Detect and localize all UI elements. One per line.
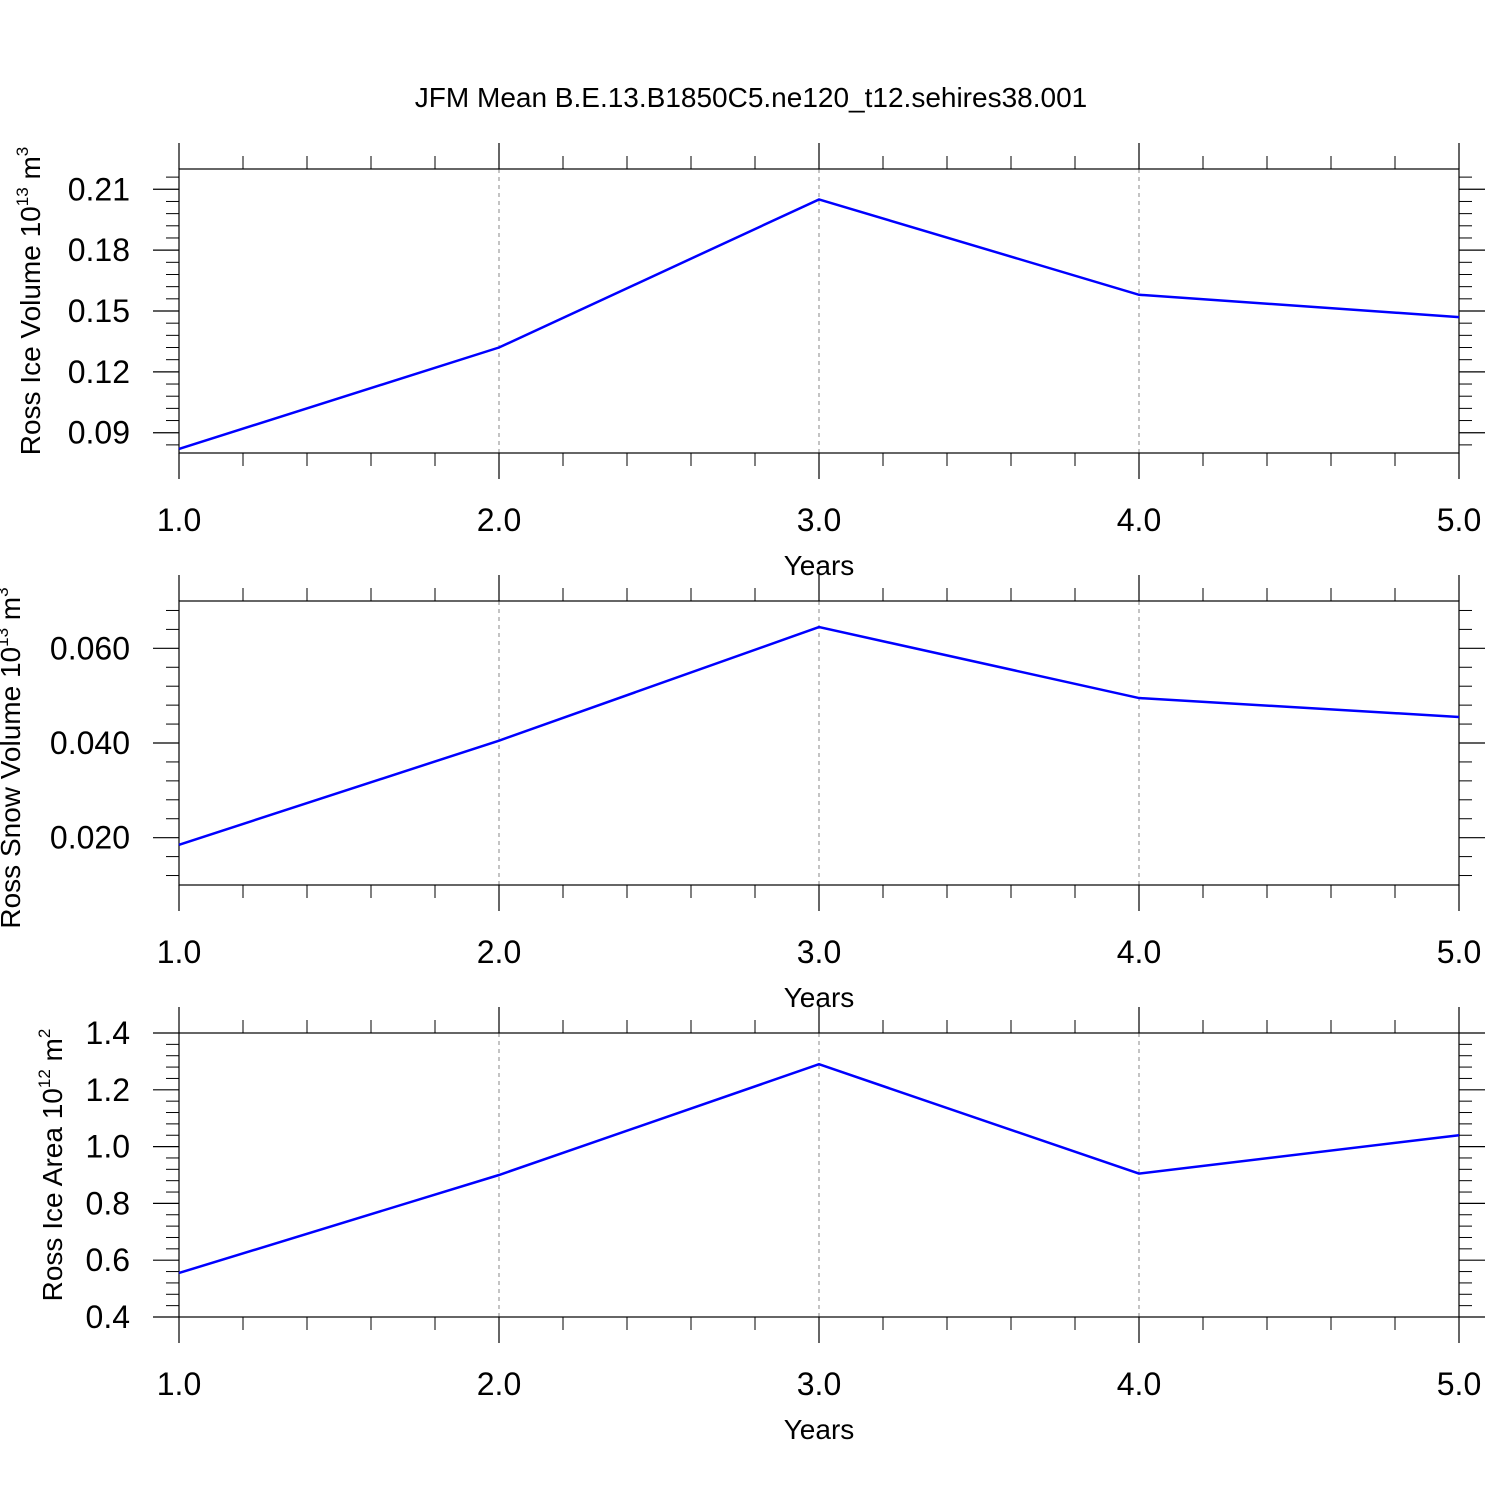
panel-1: JFM Mean B.E.13.B1850C5.ne120_t12.sehire… (13, 82, 1485, 581)
x-tick-label: 4.0 (1117, 502, 1161, 538)
y-tick-label: 0.8 (86, 1185, 130, 1221)
y-tick-label: 0.21 (68, 171, 130, 207)
y-tick-label: 0.09 (68, 415, 130, 451)
panel-2: 1.0 2.0 3.0 4.0 5.00.0200.0400.060YearsRoss … (0, 575, 1485, 1013)
y-axis-label-exponent: 13 (13, 187, 32, 206)
y-tick-label: 0.020 (50, 820, 130, 856)
y-tick-label: 1.4 (86, 1015, 130, 1051)
y-tick-label: 0.15 (68, 293, 130, 329)
x-tick-label: 4.0 (1117, 1366, 1161, 1402)
y-tick-label: 0.12 (68, 354, 130, 390)
y-axis-label-exponent: 12 (35, 1069, 54, 1088)
y-tick-label: 1.2 (86, 1072, 130, 1108)
x-tick-label: 1.0 (157, 502, 201, 538)
y-axis-label-unit: m (0, 597, 26, 628)
y-axis-label-unit: m (37, 1038, 68, 1069)
x-axis-label: Years (784, 1414, 855, 1445)
x-tick-label: 5.0 (1437, 1366, 1481, 1402)
x-tick-label: 4.0 (1117, 934, 1161, 970)
chart-title: JFM Mean B.E.13.B1850C5.ne120_t12.sehire… (415, 82, 1087, 113)
x-tick-label: 3.0 (797, 502, 841, 538)
x-tick-label: 5.0 (1437, 934, 1481, 970)
y-tick-label: 1.0 (86, 1129, 130, 1165)
y-axis-label-main: Ross Ice Area 10 (37, 1088, 68, 1301)
x-tick-label: 3.0 (797, 1366, 841, 1402)
y-axis-label: Ross Snow Volume 1013 m3 (0, 587, 26, 928)
y-axis-label-unit-exponent: 3 (0, 587, 12, 596)
x-tick-label: 5.0 (1437, 502, 1481, 538)
y-axis-label-main: Ross Snow Volume 10 (0, 647, 26, 929)
x-tick-label: 1.0 (157, 934, 201, 970)
x-tick-label: 2.0 (477, 1366, 521, 1402)
y-axis-label-unit-exponent: 2 (35, 1029, 54, 1038)
x-tick-label: 3.0 (797, 934, 841, 970)
y-axis-label: Ross Ice Area 1012 m2 (35, 1029, 68, 1302)
y-axis-label-unit-exponent: 3 (13, 147, 32, 156)
y-tick-label: 0.4 (86, 1299, 130, 1335)
y-axis-label-exponent: 13 (0, 628, 12, 647)
y-axis-label-main: Ross Ice Volume 10 (15, 206, 46, 455)
x-tick-label: 2.0 (477, 934, 521, 970)
x-tick-label: 1.0 (157, 1366, 201, 1402)
x-tick-label: 2.0 (477, 502, 521, 538)
y-axis-label: Ross Ice Volume 1013 m3 (13, 147, 46, 456)
y-tick-label: 0.040 (50, 725, 130, 761)
panel-3: 1.0 2.0 3.0 4.0 5.0 0.4 0.6 0.8 1.0 1.2 1.4 Years Ro… (35, 1007, 1485, 1445)
y-tick-label: 0.6 (86, 1242, 130, 1278)
y-tick-label: 0.18 (68, 232, 130, 268)
y-tick-label: 0.060 (50, 630, 130, 666)
y-axis-label-unit: m (15, 156, 46, 187)
